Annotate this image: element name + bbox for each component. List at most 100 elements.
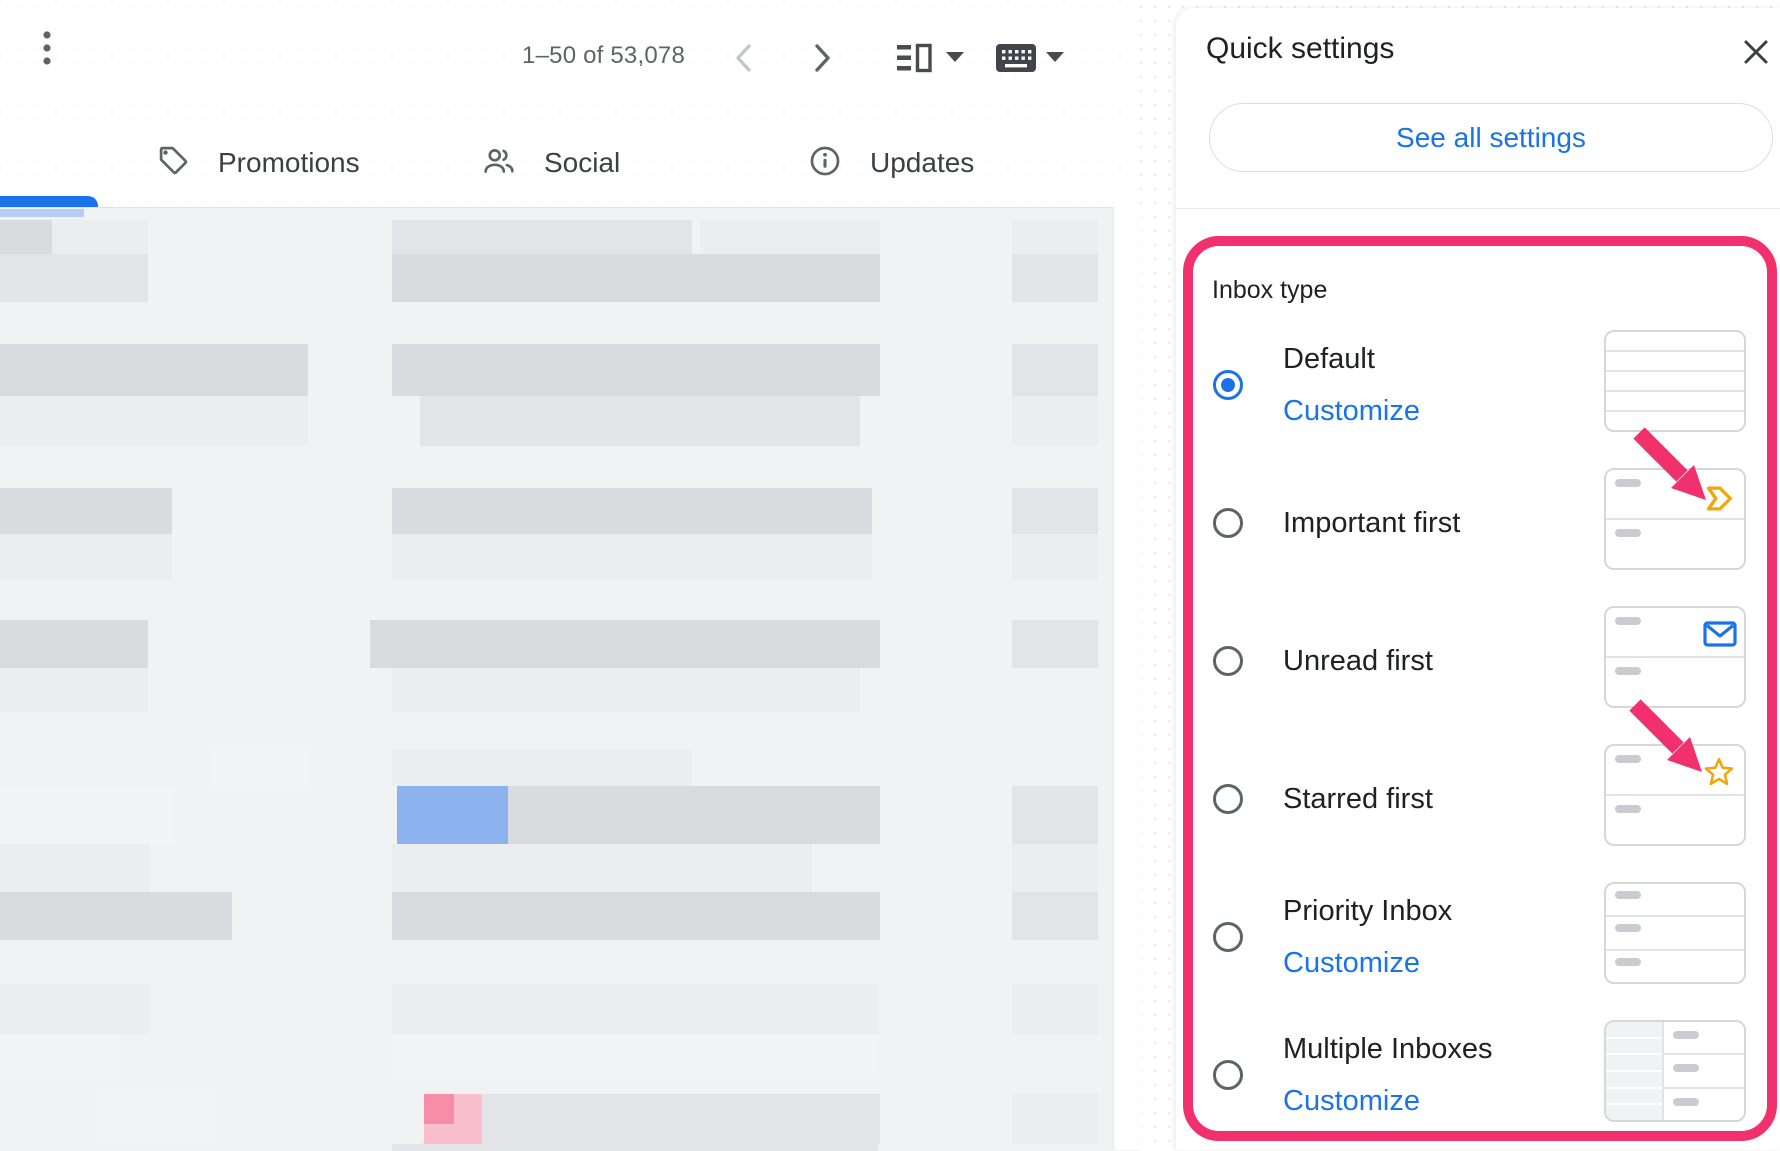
redacted-block [397, 786, 508, 844]
more-vertical-icon[interactable] [30, 28, 64, 68]
option-labels: Unread first [1283, 645, 1433, 678]
redacted-block [96, 1094, 216, 1144]
option-thumbnail [1604, 330, 1746, 432]
radio-starred-first[interactable] [1213, 784, 1243, 814]
quick-settings-panel: Quick settings See all settings Inbox ty… [1176, 8, 1780, 1150]
inbox-type-heading: Inbox type [1212, 276, 1328, 304]
option-thumbnail [1604, 744, 1746, 846]
redacted-block [1012, 396, 1098, 446]
inbox-option-multiple-inboxes[interactable]: Multiple Inboxes Customize [1193, 1006, 1767, 1144]
redacted-block [392, 534, 872, 580]
redacted-block [392, 844, 812, 892]
redacted-block [0, 220, 52, 254]
option-label: Important first [1283, 506, 1461, 539]
redacted-block [392, 344, 880, 396]
redacted-block [1012, 534, 1098, 580]
redacted-block [1012, 488, 1098, 534]
importance-marker-icon [1705, 485, 1737, 517]
option-labels: Default Customize [1283, 343, 1420, 428]
see-all-settings-button[interactable]: See all settings [1209, 103, 1773, 172]
caret-down-icon [1046, 52, 1064, 62]
radio-default[interactable] [1213, 370, 1243, 400]
thumbnail-default [1604, 330, 1746, 432]
tab-label: Updates [870, 147, 975, 178]
radio-unread-first[interactable] [1213, 646, 1243, 676]
radio-priority-inbox[interactable] [1213, 922, 1243, 952]
customize-link[interactable]: Customize [1283, 394, 1420, 427]
people-icon [482, 144, 516, 183]
customize-link[interactable]: Customize [1283, 946, 1420, 979]
redacted-block [0, 892, 232, 940]
tab-promotions[interactable]: Promotions [157, 119, 360, 207]
customize-link[interactable]: Customize [1283, 1084, 1420, 1117]
option-labels: Multiple Inboxes Customize [1283, 1033, 1493, 1118]
highlight-box: Inbox type Default Customize Important fir… [1183, 236, 1777, 1141]
option-label: Starred first [1283, 782, 1433, 815]
inbox-options: Default Customize Important first Unread fi… [1193, 316, 1767, 1144]
redacted-block [392, 488, 872, 534]
email-list [0, 207, 1140, 1151]
redacted-block [392, 254, 880, 302]
redacted-block [1012, 892, 1098, 940]
option-thumbnail [1604, 606, 1746, 708]
redacted-block [210, 750, 310, 786]
redacted-block [1012, 844, 1098, 892]
tab-label: Social [544, 147, 621, 178]
split-view-icon[interactable] [894, 40, 934, 76]
redacted-block [392, 668, 860, 712]
option-labels: Important first [1283, 507, 1460, 540]
thumbnail-multiple-inboxes [1604, 1020, 1746, 1122]
option-label: Unread first [1283, 644, 1433, 677]
inbox-option-default[interactable]: Default Customize [1193, 316, 1767, 454]
redacted-block [508, 786, 880, 844]
option-labels: Starred first [1283, 783, 1433, 816]
redacted-block [0, 620, 148, 668]
option-labels: Priority Inbox Customize [1283, 895, 1452, 980]
panel-title: Quick settings [1206, 32, 1395, 65]
redacted-block [392, 984, 878, 1034]
split-view-dropdown-caret[interactable] [944, 50, 966, 64]
close-icon[interactable] [1736, 32, 1776, 72]
option-thumbnail [1604, 468, 1746, 570]
inbox-option-priority-inbox[interactable]: Priority Inbox Customize [1193, 868, 1767, 1006]
redacted-block [1012, 344, 1098, 396]
tab-social[interactable]: Social [482, 119, 620, 207]
inbox-option-starred-first[interactable]: Starred first [1193, 730, 1767, 868]
inbox-tabs: Promotions Social Updates [0, 119, 1140, 207]
active-tab-indicator [0, 196, 98, 207]
redacted-block [1012, 220, 1098, 254]
keyboard-dropdown-caret[interactable] [1044, 50, 1066, 64]
inbox-option-unread-first[interactable]: Unread first [1193, 592, 1767, 730]
redacted-block [1012, 786, 1098, 844]
redacted-block [392, 750, 692, 786]
redacted-block [370, 620, 880, 668]
redacted-block [0, 668, 148, 712]
tab-label: Promotions [218, 147, 360, 178]
see-all-settings-label: See all settings [1396, 121, 1586, 153]
redacted-block [1012, 620, 1098, 668]
mail-pane: 1–50 of 53,078 [0, 28, 1140, 1151]
chevron-left-icon[interactable] [724, 38, 764, 78]
star-icon [1701, 753, 1737, 794]
redacted-block [392, 1144, 878, 1151]
redacted-block [0, 396, 308, 446]
inbox-option-important-first[interactable]: Important first [1193, 454, 1767, 592]
list-scrollbar[interactable] [1113, 207, 1141, 1150]
redacted-block [0, 534, 172, 580]
option-label: Default [1283, 342, 1375, 375]
radio-multiple-inboxes[interactable] [1213, 1060, 1243, 1090]
tab-updates[interactable]: Updates [808, 119, 974, 207]
chevron-right-icon[interactable] [802, 38, 842, 78]
pagination-count: 1–50 of 53,078 [522, 42, 685, 69]
redacted-block [392, 220, 692, 254]
redacted-block [482, 1094, 880, 1144]
redacted-block [392, 892, 880, 940]
thumbnail-unread-first [1604, 606, 1746, 708]
info-icon [808, 144, 842, 183]
redacted-block [52, 220, 148, 254]
option-label: Multiple Inboxes [1283, 1032, 1493, 1065]
redacted-block [1012, 1094, 1098, 1144]
radio-important-first[interactable] [1213, 508, 1243, 538]
input-tools-keyboard-icon[interactable] [994, 40, 1038, 76]
